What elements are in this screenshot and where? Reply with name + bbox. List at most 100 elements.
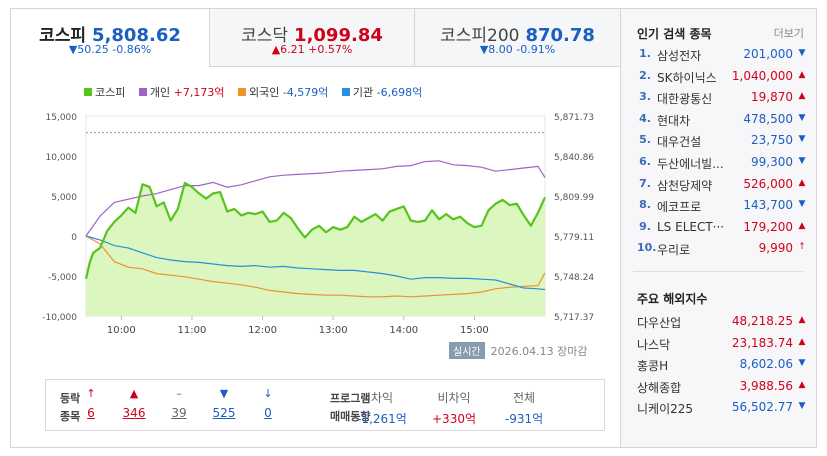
rise-number[interactable]: 346 xyxy=(122,406,146,420)
world-index-item[interactable]: 니케이225 56,502.77 ▼ xyxy=(637,400,807,422)
up-arrow-icon: ▲ xyxy=(798,315,806,325)
world-index-value: 3,988.56 xyxy=(739,378,793,393)
stock-price: 1,040,000 xyxy=(731,68,793,83)
program-column: 전체 -931억 xyxy=(484,380,564,427)
limit-up-icon: ↑ xyxy=(86,387,96,400)
down-arrow-icon: ▼ xyxy=(798,401,806,411)
rank-number: 4. xyxy=(639,111,651,125)
rank-number: 6. xyxy=(639,155,651,168)
fall-count[interactable]: ▼ 525 xyxy=(204,382,244,420)
world-index-name: 니케이225 xyxy=(637,402,694,416)
down-arrow-icon: ▼ xyxy=(798,48,806,58)
rise-icon: ▲ xyxy=(129,387,139,400)
program-value: -1,261억 xyxy=(357,412,407,426)
down-arrow-icon: ▼ xyxy=(798,134,806,145)
stock-name: LS ELECT··· xyxy=(657,219,725,234)
legend-individual: 개인 +7,173억 xyxy=(138,86,225,99)
popular-item[interactable]: 3. 대한광통신 19,870 ▲ xyxy=(637,90,807,112)
world-index-name: 다우산업 xyxy=(637,316,682,330)
down-arrow-icon: ▼ xyxy=(798,156,806,166)
limit-up-number[interactable]: 6 xyxy=(87,406,95,420)
limit-down-number[interactable]: 0 xyxy=(264,406,272,420)
up-arrow-icon: ▲ xyxy=(798,220,806,231)
legend-foreign-value: -4,579억 xyxy=(282,86,329,99)
program-value: +330억 xyxy=(432,412,476,426)
world-index-item[interactable]: 홍콩H 8,602.06 ▼ xyxy=(637,357,807,379)
world-index-item[interactable]: 나스닥 23,183.74 ▲ xyxy=(637,336,807,358)
popular-item[interactable]: 10. 우리로 9,990 ↑ xyxy=(637,241,807,263)
down-arrow-icon: ▼ xyxy=(798,112,806,123)
tab-kosdaq[interactable]: 코스닥 1,099.84 ▲6.21 +0.57% xyxy=(209,9,414,67)
tab-kosdaq-name: 코스닥 xyxy=(241,26,289,46)
up-arrow-icon: ▲ xyxy=(798,91,806,102)
world-index-value: 8,602.06 xyxy=(739,357,793,371)
world-index-name: 나스닥 xyxy=(637,337,671,352)
world-index-value: 56,502.77 xyxy=(731,400,793,414)
legend-institution: 기관 -6,698억 xyxy=(341,86,423,99)
program-column: 비차익 +330억 xyxy=(414,380,494,427)
legend-institution-value: -6,698억 xyxy=(376,86,423,99)
popular-item[interactable]: 9. LS ELECT··· 179,200 ▲ xyxy=(637,220,807,242)
popular-title: 인기 검색 종목 xyxy=(637,27,712,41)
world-index-value: 48,218.25 xyxy=(731,314,793,328)
stock-name: 삼천당제약 xyxy=(657,178,713,193)
tab-kospi[interactable]: 코스피 5,808.62 ▼50.25 -0.86% xyxy=(11,9,209,67)
stock-name: 에코프로 xyxy=(657,200,702,215)
index-tabs: 코스피 5,808.62 ▼50.25 -0.86% 코스닥 1,099.84 ▲6… xyxy=(11,9,620,67)
legend-individual-value: +7,173억 xyxy=(173,86,225,99)
program-value: -931억 xyxy=(504,412,544,426)
rise-count[interactable]: ▲ 346 xyxy=(114,382,154,420)
unchanged-number[interactable]: 39 xyxy=(171,406,187,420)
popular-item[interactable]: 7. 삼천당제약 526,000 ▲ xyxy=(637,177,807,199)
tab-kospi200[interactable]: 코스피200 870.78 ▼8.00 -0.91% xyxy=(414,9,620,67)
popular-item[interactable]: 4. 현대차 478,500 ▼ xyxy=(637,112,807,134)
rank-number: 1. xyxy=(639,47,651,60)
rank-number: 7. xyxy=(639,176,651,190)
more-link[interactable]: 더보기 xyxy=(773,27,804,40)
down-arrow-icon: ▼ xyxy=(798,358,806,368)
chart-date: 2026.04.13 xyxy=(490,345,554,358)
up-arrow-icon: ▲ xyxy=(798,177,806,188)
tab-kospi-name: 코스피 xyxy=(39,26,87,46)
realtime-badge[interactable]: 실시간 xyxy=(449,342,485,359)
unchanged-count[interactable]: – 39 xyxy=(159,382,199,420)
tab-kospi200-name: 코스피200 xyxy=(440,26,520,46)
fall-icon: ▼ xyxy=(219,387,229,400)
program-heading: 비차익 xyxy=(437,391,471,405)
popular-item[interactable]: 6. 두산에너빌... 99,300 ▼ xyxy=(637,155,807,177)
unchanged-icon: – xyxy=(176,387,182,400)
world-index-item[interactable]: 다우산업 48,218.25 ▲ xyxy=(637,314,807,336)
up-arrow-icon: ▲ xyxy=(798,379,806,390)
stock-price: 9,990 xyxy=(758,241,793,256)
legend-kospi: 코스피 xyxy=(84,86,125,99)
legend-foreign: 외국인 -4,579억 xyxy=(237,86,329,99)
stock-price: 478,500 xyxy=(743,111,793,126)
world-index-item[interactable]: 상해종합 3,988.56 ▲ xyxy=(637,379,807,401)
stock-price: 143,700 xyxy=(743,198,793,213)
program-heading: 전체 xyxy=(512,391,536,405)
popular-item[interactable]: 5. 대우건설 23,750 ▼ xyxy=(637,133,807,155)
limit-down-icon: ↓ xyxy=(263,387,273,400)
sidebar-divider xyxy=(633,271,803,272)
legend-kospi-label: 코스피 xyxy=(95,86,126,99)
legend-foreign-label: 외국인 xyxy=(248,86,280,99)
stock-name: 두산에너빌... xyxy=(657,157,724,171)
popular-item[interactable]: 2. SK하이닉스 1,040,000 ▲ xyxy=(637,69,807,91)
chart-legend: 코스피 개인 +7,173억 외국인 -4,579억 기관 -6,698억 xyxy=(84,84,432,100)
stock-price: 19,870 xyxy=(751,90,793,105)
program-column: 차익 -1,261억 xyxy=(342,380,422,427)
rank-number: 5. xyxy=(639,133,651,147)
limit-up-count[interactable]: ↑ 6 xyxy=(71,382,111,420)
rank-number: 9. xyxy=(639,219,651,233)
popular-item[interactable]: 8. 에코프로 143,700 ▼ xyxy=(637,198,807,220)
rank-number: 8. xyxy=(639,198,651,212)
market-status: 장마감 xyxy=(557,345,588,358)
tab-kospi200-value: 870.78 xyxy=(525,25,595,46)
fall-number[interactable]: 525 xyxy=(212,406,236,420)
popular-item[interactable]: 1. 삼성전자 201,000 ▼ xyxy=(637,47,807,69)
stock-name: 삼성전자 xyxy=(657,49,702,63)
market-index-widget: 코스피 5,808.62 ▼50.25 -0.86% 코스닥 1,099.84 ▲6… xyxy=(10,8,817,448)
timestamp-row: 실시간 2026.04.13 장마감 xyxy=(449,342,587,359)
limit-down-count[interactable]: ↓ 0 xyxy=(248,382,288,420)
stock-name: 현대차 xyxy=(657,113,691,128)
